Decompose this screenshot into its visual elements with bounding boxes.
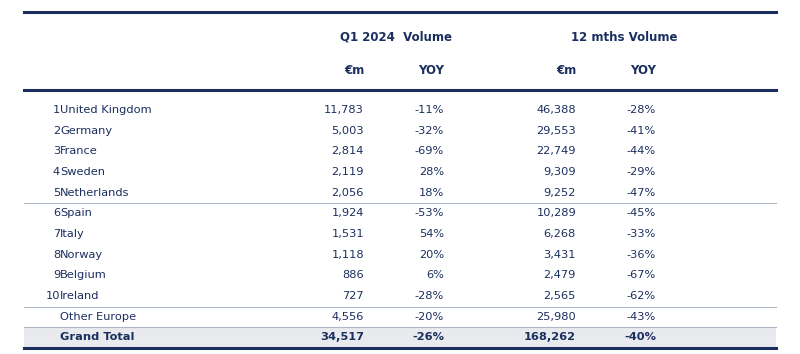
Text: -36%: -36% bbox=[626, 250, 656, 260]
Text: 5,003: 5,003 bbox=[331, 126, 364, 136]
Text: -29%: -29% bbox=[626, 167, 656, 177]
Text: 168,262: 168,262 bbox=[524, 332, 576, 342]
Text: €m: €m bbox=[556, 64, 576, 77]
Text: 18%: 18% bbox=[418, 188, 444, 198]
Text: -53%: -53% bbox=[414, 209, 444, 218]
Text: Netherlands: Netherlands bbox=[60, 188, 130, 198]
Text: 886: 886 bbox=[342, 270, 364, 280]
Text: Germany: Germany bbox=[60, 126, 112, 136]
Text: 20%: 20% bbox=[419, 250, 444, 260]
Text: 8: 8 bbox=[53, 250, 60, 260]
Text: Italy: Italy bbox=[60, 229, 85, 239]
Text: 11,783: 11,783 bbox=[324, 105, 364, 115]
Text: -32%: -32% bbox=[414, 126, 444, 136]
Text: -20%: -20% bbox=[414, 312, 444, 322]
Text: 2,814: 2,814 bbox=[332, 147, 364, 156]
Text: 2,056: 2,056 bbox=[332, 188, 364, 198]
Text: 29,553: 29,553 bbox=[536, 126, 576, 136]
Text: 9: 9 bbox=[53, 270, 60, 280]
Text: Grand Total: Grand Total bbox=[60, 332, 134, 342]
Text: Belgium: Belgium bbox=[60, 270, 106, 280]
Text: 28%: 28% bbox=[419, 167, 444, 177]
Text: Norway: Norway bbox=[60, 250, 103, 260]
Text: 1,531: 1,531 bbox=[331, 229, 364, 239]
Text: Ireland: Ireland bbox=[60, 291, 99, 301]
Text: 7: 7 bbox=[53, 229, 60, 239]
Text: Spain: Spain bbox=[60, 209, 92, 218]
Text: 3,431: 3,431 bbox=[543, 250, 576, 260]
Text: 4,556: 4,556 bbox=[332, 312, 364, 322]
Text: France: France bbox=[60, 147, 98, 156]
FancyBboxPatch shape bbox=[24, 328, 776, 348]
Text: 5: 5 bbox=[53, 188, 60, 198]
Text: 46,388: 46,388 bbox=[536, 105, 576, 115]
Text: 9,252: 9,252 bbox=[544, 188, 576, 198]
Text: 2,565: 2,565 bbox=[544, 291, 576, 301]
Text: 4: 4 bbox=[53, 167, 60, 177]
Text: €m: €m bbox=[344, 64, 364, 77]
Text: -67%: -67% bbox=[626, 270, 656, 280]
Text: United Kingdom: United Kingdom bbox=[60, 105, 152, 115]
Text: -28%: -28% bbox=[414, 291, 444, 301]
Text: -45%: -45% bbox=[626, 209, 656, 218]
Text: -11%: -11% bbox=[414, 105, 444, 115]
Text: 25,980: 25,980 bbox=[536, 312, 576, 322]
Text: 10,289: 10,289 bbox=[536, 209, 576, 218]
Text: 54%: 54% bbox=[419, 229, 444, 239]
Text: 1: 1 bbox=[53, 105, 60, 115]
Text: -69%: -69% bbox=[414, 147, 444, 156]
Text: -44%: -44% bbox=[627, 147, 656, 156]
Text: 1,924: 1,924 bbox=[332, 209, 364, 218]
Text: -43%: -43% bbox=[626, 312, 656, 322]
Text: Q1 2024  Volume: Q1 2024 Volume bbox=[340, 31, 452, 44]
Text: -62%: -62% bbox=[627, 291, 656, 301]
Text: 9,309: 9,309 bbox=[543, 167, 576, 177]
Text: 2,479: 2,479 bbox=[544, 270, 576, 280]
Text: 2: 2 bbox=[53, 126, 60, 136]
Text: 3: 3 bbox=[53, 147, 60, 156]
Text: 2,119: 2,119 bbox=[331, 167, 364, 177]
Text: Other Europe: Other Europe bbox=[60, 312, 136, 322]
Text: -40%: -40% bbox=[624, 332, 656, 342]
Text: -28%: -28% bbox=[626, 105, 656, 115]
Text: 12 mths Volume: 12 mths Volume bbox=[570, 31, 678, 44]
Text: 10: 10 bbox=[46, 291, 60, 301]
Text: Sweden: Sweden bbox=[60, 167, 105, 177]
Text: -47%: -47% bbox=[626, 188, 656, 198]
Text: 6,268: 6,268 bbox=[544, 229, 576, 239]
Text: YOY: YOY bbox=[630, 64, 656, 77]
Text: 6: 6 bbox=[53, 209, 60, 218]
Text: 727: 727 bbox=[342, 291, 364, 301]
Text: -26%: -26% bbox=[412, 332, 444, 342]
Text: -33%: -33% bbox=[626, 229, 656, 239]
Text: -41%: -41% bbox=[626, 126, 656, 136]
Text: 22,749: 22,749 bbox=[537, 147, 576, 156]
Text: 34,517: 34,517 bbox=[320, 332, 364, 342]
Text: 6%: 6% bbox=[426, 270, 444, 280]
Text: 1,118: 1,118 bbox=[331, 250, 364, 260]
Text: YOY: YOY bbox=[418, 64, 444, 77]
